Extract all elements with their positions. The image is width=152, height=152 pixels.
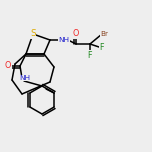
Text: F: F bbox=[88, 50, 92, 59]
Text: Br: Br bbox=[100, 31, 108, 37]
Text: O: O bbox=[5, 62, 11, 71]
Text: S: S bbox=[30, 29, 36, 38]
Text: NH: NH bbox=[19, 75, 31, 81]
Text: O: O bbox=[73, 29, 79, 38]
Text: F: F bbox=[100, 43, 104, 52]
Text: NH: NH bbox=[59, 37, 69, 43]
